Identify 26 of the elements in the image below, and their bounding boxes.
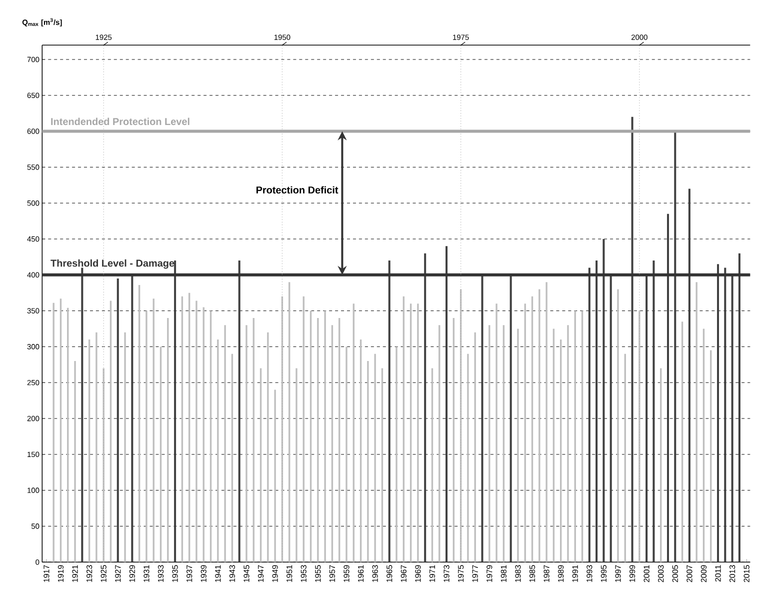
bar bbox=[731, 274, 734, 562]
bar bbox=[674, 131, 676, 562]
bar bbox=[481, 274, 484, 562]
bar bbox=[646, 274, 648, 562]
bar bbox=[238, 260, 240, 562]
bar bbox=[717, 264, 720, 562]
bar bbox=[738, 253, 740, 562]
bar bbox=[666, 214, 669, 562]
bar bbox=[631, 116, 634, 562]
bar bbox=[424, 253, 426, 562]
bar bbox=[688, 188, 690, 562]
bar bbox=[388, 260, 390, 562]
bar bbox=[81, 268, 84, 562]
bar bbox=[610, 274, 612, 562]
bar bbox=[724, 268, 726, 562]
bar bbox=[596, 260, 598, 562]
bar bbox=[510, 274, 512, 562]
bar bbox=[174, 260, 176, 562]
bar bbox=[131, 274, 134, 562]
bar bbox=[588, 268, 590, 562]
bar bbox=[602, 238, 605, 562]
bar bbox=[652, 260, 655, 562]
bar bbox=[116, 278, 119, 562]
ref-line-label: Intendended Protection Level bbox=[51, 118, 190, 126]
bar bbox=[446, 246, 448, 562]
annotation: Protection Deficit bbox=[256, 186, 338, 194]
